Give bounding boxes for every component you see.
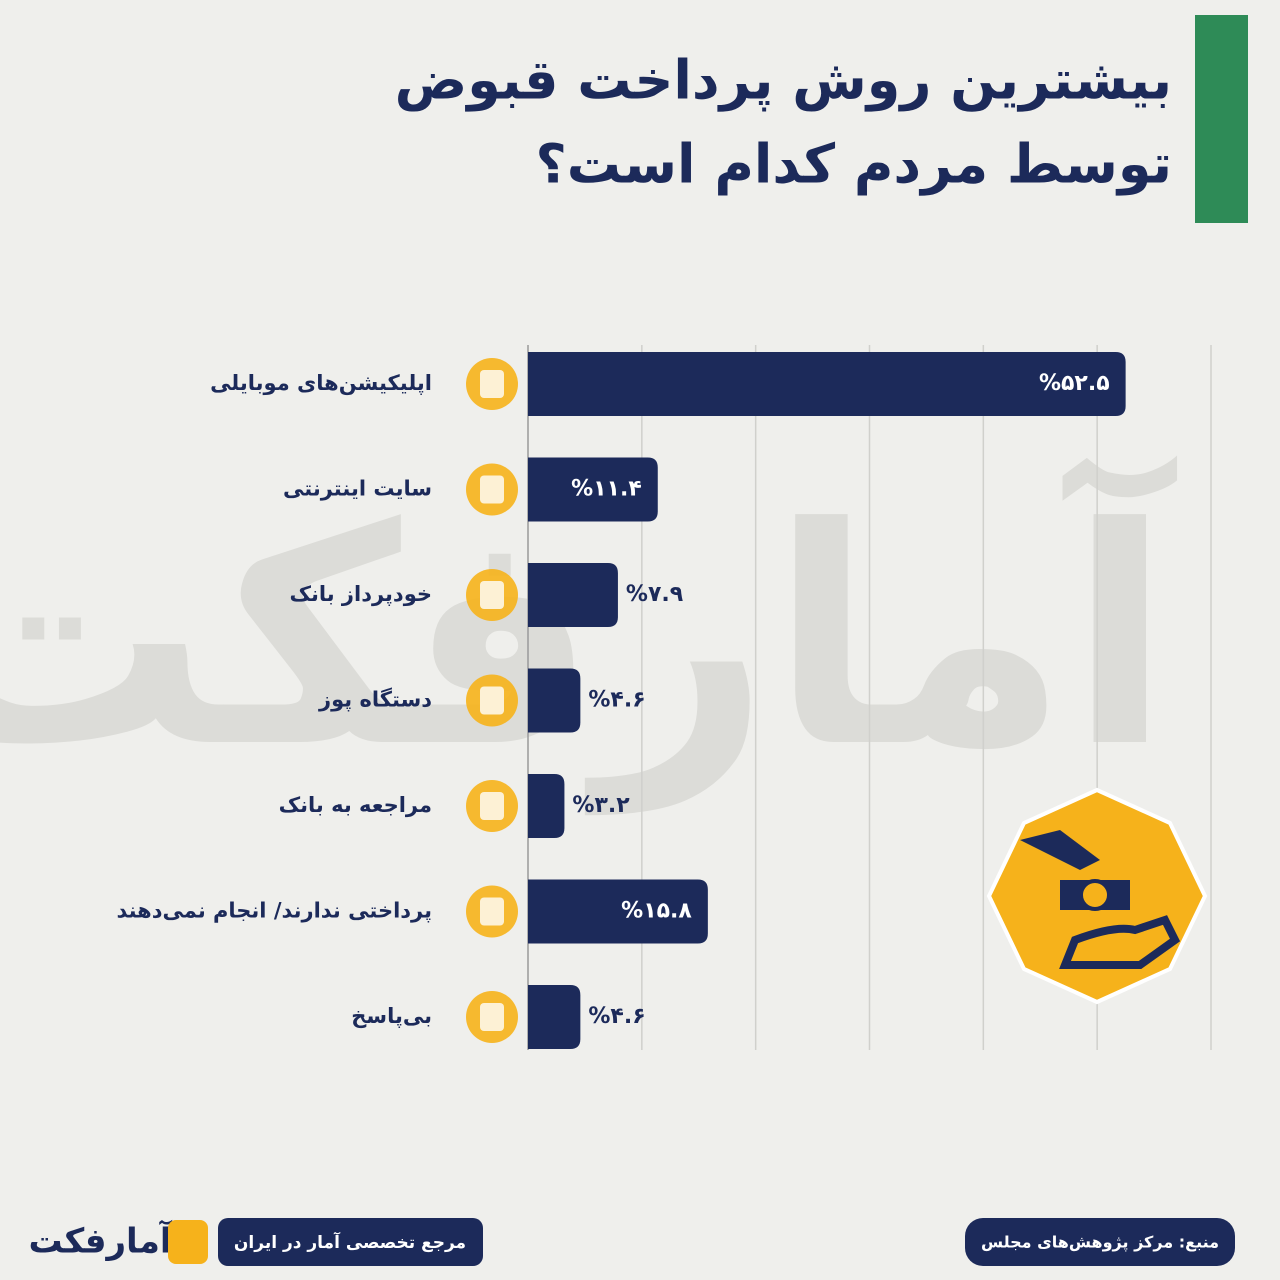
tagline-pill [218, 1218, 483, 1266]
badge-icon [1020, 830, 1100, 870]
category-label: بی‌پاسخ [351, 1004, 432, 1028]
bar [528, 774, 565, 838]
category-label: سایت اینترنتی [283, 477, 432, 501]
value-label: %۴.۶ [588, 1004, 645, 1029]
badge-icon [1079, 879, 1111, 911]
category-icon [480, 581, 504, 609]
value-label: %۳.۲ [572, 793, 630, 818]
category-icon [480, 792, 504, 820]
category-icon [480, 370, 504, 398]
bar [528, 563, 618, 627]
category-icon [480, 1003, 504, 1031]
value-label: %۴.۶ [588, 688, 645, 713]
category-icon [480, 686, 504, 715]
tagline: مرجع تخصصی آمار در ایران [234, 1231, 466, 1253]
chart-title: توسط مردم کدام است؟ [535, 133, 1172, 196]
bar [528, 457, 658, 522]
value-label: %۱۵.۸ [621, 899, 692, 924]
title-accent [1195, 15, 1248, 223]
decor-badge [986, 787, 1208, 1005]
category-label: خودپرداز بانک [289, 582, 432, 606]
category-label: پرداختی ندارند/ انجام نمی‌دهند [116, 899, 432, 923]
brand-logo: آمارفکت [28, 1220, 172, 1262]
source: منبع: مرکز پژوهش‌های مجلس [981, 1233, 1219, 1253]
bar [528, 668, 581, 733]
value-label: %۵۲.۵ [1039, 371, 1110, 396]
category-icon [480, 897, 504, 926]
brand-mark [168, 1220, 208, 1264]
footer: آمارفکت مرجع تخصصی آمار در ایران منبع: م… [28, 1218, 1235, 1266]
category-label: مراجعه به بانک [279, 793, 432, 817]
source-pill [965, 1218, 1235, 1266]
bar [528, 352, 1126, 416]
chart-title: بیشترین روش پرداخت قبوض [395, 49, 1172, 113]
bar [528, 985, 581, 1049]
plot-area: اپلیکیشن‌های موبایلی %۵۲.۵ سایت اینترنتی %۱… [116, 345, 1212, 1050]
value-label: %۷.۹ [626, 582, 683, 607]
bar [528, 879, 708, 944]
badge-icon [1059, 915, 1181, 969]
category-icon [480, 475, 504, 504]
value-label: %۱۱.۴ [571, 477, 642, 502]
category-label: دستگاه پوز [318, 687, 432, 712]
category-label: اپلیکیشن‌های موبایلی [210, 371, 432, 395]
